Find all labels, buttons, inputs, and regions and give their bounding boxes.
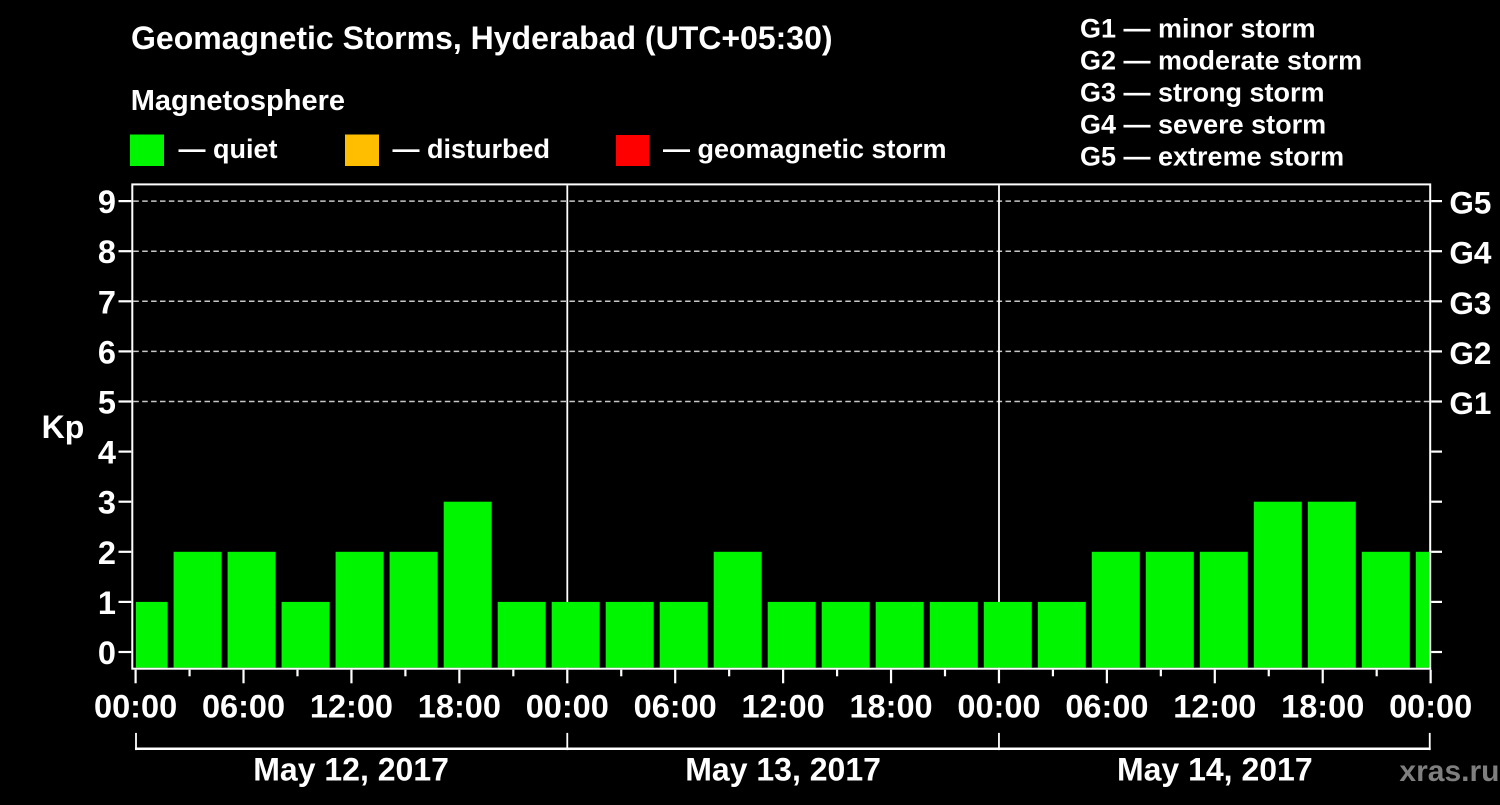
svg-text:06:00: 06:00 — [202, 689, 285, 725]
svg-text:G3 — strong storm: G3 — strong storm — [1080, 78, 1325, 108]
svg-text:18:00: 18:00 — [849, 689, 932, 725]
svg-text:G4 — severe storm: G4 — severe storm — [1080, 110, 1326, 140]
svg-text:G5 — extreme storm: G5 — extreme storm — [1080, 142, 1344, 172]
svg-text:00:00: 00:00 — [94, 689, 177, 725]
svg-text:3: 3 — [98, 485, 116, 521]
svg-text:06:00: 06:00 — [634, 689, 717, 725]
svg-text:xras.ru: xras.ru — [1399, 755, 1499, 788]
svg-text:6: 6 — [98, 334, 116, 370]
svg-text:00:00: 00:00 — [1389, 689, 1472, 725]
svg-text:4: 4 — [98, 435, 116, 471]
svg-text:2: 2 — [98, 535, 116, 571]
svg-text:12:00: 12:00 — [1173, 689, 1256, 725]
svg-text:0: 0 — [98, 635, 116, 671]
svg-text:12:00: 12:00 — [742, 689, 825, 725]
svg-text:1: 1 — [98, 585, 116, 621]
svg-text:G1 — minor storm: G1 — minor storm — [1080, 14, 1316, 44]
svg-text:May 13, 2017: May 13, 2017 — [685, 752, 881, 788]
svg-text:G3: G3 — [1449, 285, 1491, 321]
svg-text:May 12, 2017: May 12, 2017 — [253, 752, 449, 788]
svg-text:18:00: 18:00 — [418, 689, 501, 725]
svg-text:— quiet: — quiet — [179, 134, 278, 164]
svg-text:7: 7 — [98, 284, 116, 320]
svg-text:G2 — moderate storm: G2 — moderate storm — [1080, 46, 1362, 76]
svg-text:G4: G4 — [1449, 235, 1492, 271]
svg-text:06:00: 06:00 — [1065, 689, 1148, 725]
svg-text:8: 8 — [98, 234, 116, 270]
svg-text:18:00: 18:00 — [1281, 689, 1364, 725]
svg-text:Kp: Kp — [42, 409, 85, 445]
svg-text:— geomagnetic storm: — geomagnetic storm — [663, 134, 947, 164]
svg-text:G5: G5 — [1449, 185, 1491, 221]
svg-text:Geomagnetic Storms, Hyderabad: Geomagnetic Storms, Hyderabad (UTC+05:30… — [131, 20, 833, 56]
svg-text:00:00: 00:00 — [526, 689, 609, 725]
svg-text:12:00: 12:00 — [310, 689, 393, 725]
svg-text:Magnetosphere: Magnetosphere — [131, 85, 345, 117]
svg-text:00:00: 00:00 — [957, 689, 1040, 725]
svg-text:G2: G2 — [1449, 335, 1491, 371]
svg-text:May 14, 2017: May 14, 2017 — [1117, 752, 1313, 788]
svg-text:— disturbed: — disturbed — [393, 134, 551, 164]
svg-text:9: 9 — [98, 184, 116, 220]
svg-text:5: 5 — [98, 385, 116, 421]
svg-text:G1: G1 — [1449, 385, 1491, 421]
